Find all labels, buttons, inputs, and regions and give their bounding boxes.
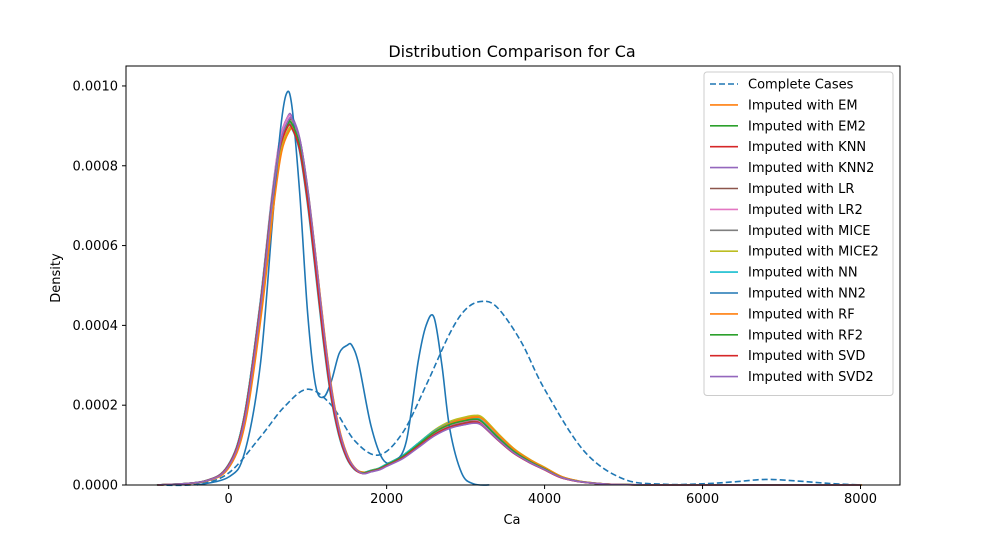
series-line-0 [157,300,861,487]
legend-label: Imputed with SVD [748,349,865,364]
y-tick-label: 0.0008 [73,159,119,174]
legend-label: Imputed with SVD2 [748,370,874,385]
legend-label: Imputed with NN2 [748,287,866,302]
legend-label: Imputed with NN [748,266,858,281]
axes-frame [125,65,901,486]
y-tick-label: 0.0006 [73,239,119,254]
legend-label: Imputed with EM [748,98,858,113]
chart-title: Distribution Comparison for Ca [388,42,635,61]
y-tick-label: 0.0000 [73,479,119,494]
axes: 0 2000 4000 6000 8000 0.0000 0.0002 0.0004 0.000… [73,65,901,507]
plot-area [156,90,863,487]
legend-label: Imputed with MICE2 [748,245,879,260]
legend-box [703,71,894,396]
y-tick-label: 0.0010 [73,79,119,94]
legend-label: Complete Cases [748,78,854,93]
x-axis-label: Ca [503,513,520,528]
x-tick-label: 6000 [686,492,719,507]
legend-label: Imputed with LR2 [748,203,863,218]
legend-label: Imputed with RF2 [748,328,863,343]
legend-label: Imputed with KNN [748,140,866,155]
x-tick-label: 2000 [370,492,403,507]
x-tick-label: 4000 [528,492,561,507]
series-line-14 [158,116,862,486]
x-tick-label: 8000 [844,492,877,507]
y-axis-label: Density [49,253,64,303]
x-tick-label: 0 [225,492,233,507]
y-tick-label: 0.0004 [73,319,119,334]
legend-label: Imputed with LR [748,182,854,197]
legend-label: Imputed with EM2 [748,119,866,134]
legend-label: Imputed with MICE [748,224,871,239]
y-tick-label: 0.0002 [73,399,119,414]
legend-label: Imputed with RF [748,307,855,322]
legend-label: Imputed with KNN2 [748,161,874,176]
legend: Complete Cases Imputed with EM Imputed wit… [703,71,894,396]
